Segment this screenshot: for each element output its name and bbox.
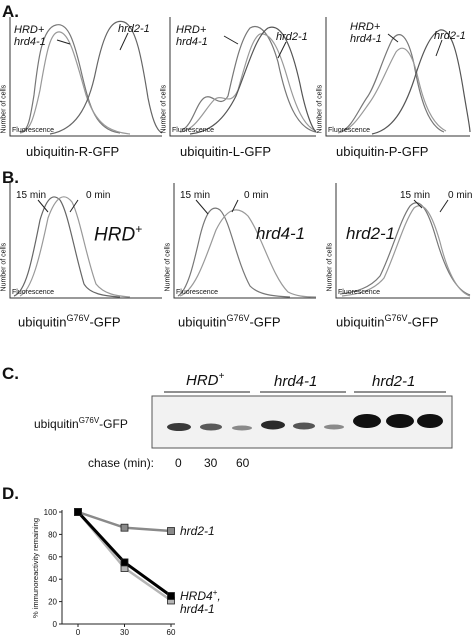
data-point bbox=[120, 523, 129, 532]
panel-a-plot-2 bbox=[169, 17, 317, 137]
series-label-hrd4-plus: HRD4+, bbox=[180, 588, 221, 603]
panel-letter-b: B. bbox=[2, 168, 19, 187]
panel-a-plot-3-label-left: HRD+ hrd4-1 bbox=[350, 21, 382, 45]
panel-b-y-label-3: Number of cells bbox=[326, 242, 334, 292]
panel-b-time-15-3: 15 min bbox=[400, 190, 431, 201]
y-tick-label: 0 bbox=[53, 620, 58, 629]
panel-a-plot-2-label-right: hrd2-1 bbox=[276, 31, 308, 43]
y-tick-label: 60 bbox=[48, 553, 57, 562]
panel-b-time-0-3: 0 min bbox=[448, 190, 473, 201]
panel-b-strain-3: hrd2-1 bbox=[346, 224, 396, 243]
panel-b-plot-3 bbox=[335, 183, 471, 299]
y-tick-label: 20 bbox=[48, 598, 57, 607]
panel-a-plot-2-label-left: HRD+ hrd4-1 bbox=[176, 24, 208, 48]
panel-letter-c: C. bbox=[2, 364, 19, 383]
panel-letter-d: D. bbox=[2, 484, 19, 503]
blot-group-1: HRD+ bbox=[186, 371, 225, 389]
data-point bbox=[120, 558, 129, 567]
panel-b-y-label-2: Number of cells bbox=[164, 242, 172, 292]
panel-a-x-label-2: Fluorescence bbox=[172, 127, 215, 134]
panel-b-time-15-1: 15 min bbox=[16, 190, 47, 201]
data-point bbox=[74, 508, 82, 516]
panel-a-y-label-2: Number of cells bbox=[160, 84, 168, 134]
panel-a-plot-3-label-right: hrd2-1 bbox=[434, 30, 466, 42]
panel-b-x-label-2: Fluorescence bbox=[176, 289, 219, 296]
panel-a-plot-1 bbox=[9, 17, 163, 137]
panel-b-caption-3: ubiquitinG76V-GFP bbox=[336, 313, 439, 330]
panel-a-caption-1: ubiquitin-R-GFP bbox=[26, 144, 120, 159]
chase-time-60: 60 bbox=[236, 456, 250, 470]
panel-a-plot-1-label-right: hrd2-1 bbox=[118, 23, 150, 35]
y-tick-label: 80 bbox=[48, 530, 57, 539]
panel-b-x-label-1: Fluorescence bbox=[12, 289, 55, 296]
panel-b-strain-2: hrd4-1 bbox=[256, 224, 306, 243]
panel-a-y-label-3: Number of cells bbox=[316, 84, 324, 134]
chase-label: chase (min): bbox=[88, 456, 155, 470]
x-tick-label: 60 bbox=[167, 628, 176, 636]
panel-b-plot-1 bbox=[9, 183, 162, 299]
chase-time-0: 0 bbox=[175, 456, 182, 470]
panel-b-caption-2: ubiquitinG76V-GFP bbox=[178, 313, 281, 330]
western-blot bbox=[151, 395, 453, 449]
panel-letter-a: A. bbox=[2, 2, 19, 21]
series-label-hrd4-1: hrd4-1 bbox=[180, 602, 215, 616]
y-tick-label: 100 bbox=[44, 508, 58, 517]
panel-a-x-label-1: Fluorescence bbox=[12, 127, 55, 134]
data-point bbox=[167, 592, 175, 600]
data-point bbox=[167, 527, 175, 535]
panel-a-y-label-1: Number of cells bbox=[0, 84, 8, 134]
panel-a-plot-1-label-left: HRD+ hrd4-1 bbox=[14, 24, 46, 48]
panel-a-plot-3 bbox=[325, 17, 471, 137]
panel-b-caption-1: ubiquitinG76V-GFP bbox=[18, 313, 121, 330]
y-axis-label: % immunoreactivity remaining bbox=[31, 518, 40, 618]
chase-time-30: 30 bbox=[204, 456, 218, 470]
x-tick-label: 0 bbox=[76, 628, 81, 636]
series-label-hrd2-1: hrd2-1 bbox=[180, 524, 215, 538]
y-tick-label: 40 bbox=[48, 575, 57, 584]
panel-b-x-label-3: Fluorescence bbox=[338, 289, 381, 296]
panel-a-x-label-3: Fluorescence bbox=[328, 127, 371, 134]
blot-group-3: hrd2-1 bbox=[372, 373, 416, 390]
panel-b-strain-1: HRD+ bbox=[94, 222, 143, 246]
panel-b-time-0-1: 0 min bbox=[86, 190, 111, 201]
x-tick-label: 30 bbox=[120, 628, 129, 636]
panel-b-time-15-2: 15 min bbox=[180, 190, 211, 201]
panel-b-plot-2 bbox=[173, 183, 317, 299]
blot-group-2: hrd4-1 bbox=[274, 373, 318, 390]
chart-d: 0 20 40 60 80 100 0 30 60 % immunoreactivity rema… bbox=[31, 508, 221, 636]
panel-b-time-0-2: 0 min bbox=[244, 190, 269, 201]
blot-row-label: ubiquitinG76V-GFP bbox=[34, 416, 128, 431]
panel-b-y-label-1: Number of cells bbox=[0, 242, 8, 292]
panel-a-caption-3: ubiquitin-P-GFP bbox=[336, 144, 429, 159]
panel-a-caption-2: ubiquitin-L-GFP bbox=[180, 144, 272, 159]
